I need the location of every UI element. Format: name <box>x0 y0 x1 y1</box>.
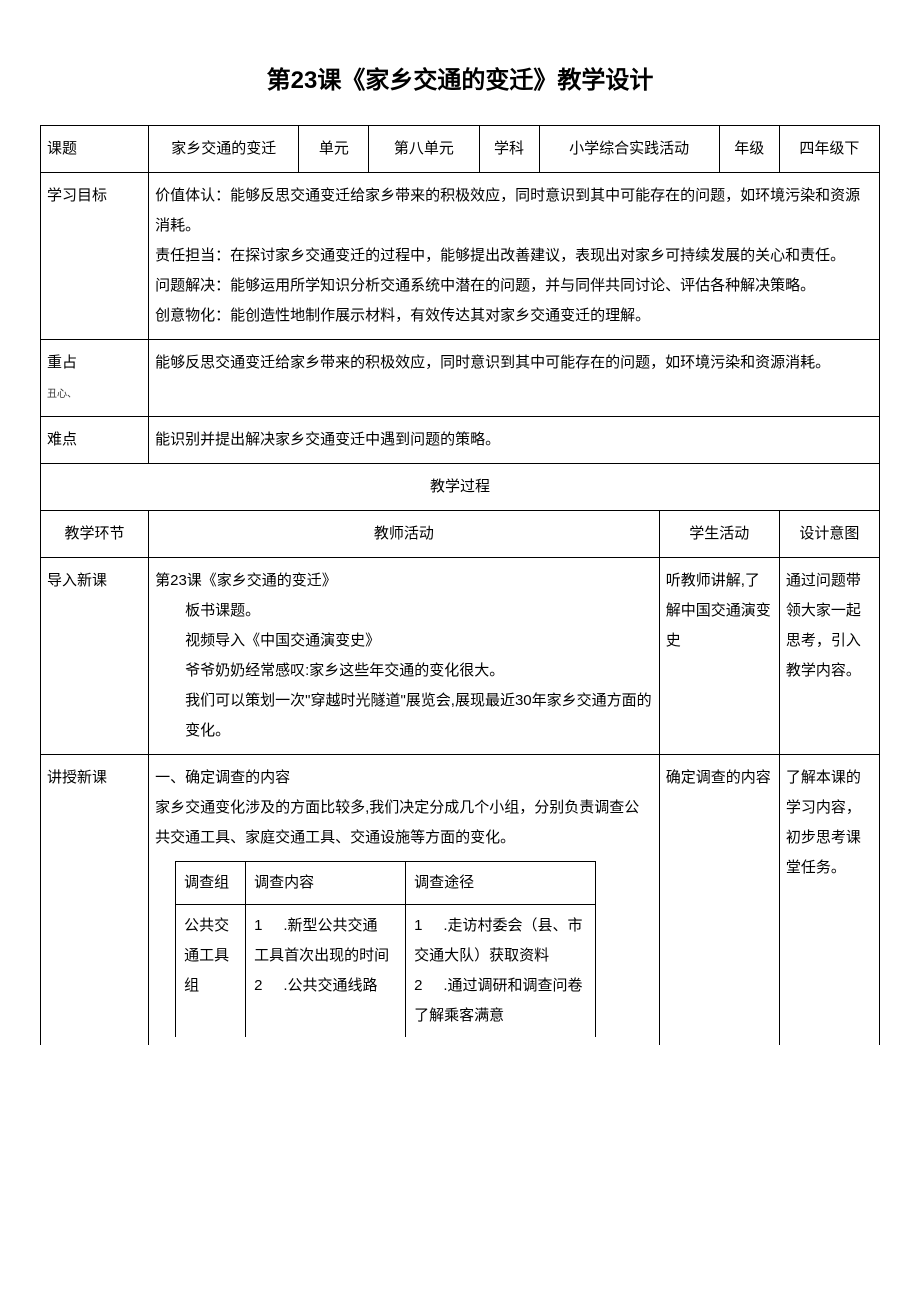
inner-r1c2a: 1 <box>254 917 262 934</box>
lesson-plan-table: 课题 家乡交通的变迁 单元 第八单元 学科 小学综合实践活动 年级 四年级下 学… <box>40 125 880 1045</box>
goals-label: 学习目标 <box>41 173 149 340</box>
intro-teacher: 第23课《家乡交通的变迁》 板书课题。 视频导入《中国交通演变史》 爷爷奶奶经常… <box>149 558 660 755</box>
goals-row: 学习目标 价值体认：能够反思交通变迁给家乡带来的积极效应，同时意识到其中可能存在… <box>41 173 880 340</box>
goal-line-3: 问题解决：能够运用所学知识分析交通系统中潜在的问题，并与同伴共同讨论、评估各种解… <box>155 271 873 301</box>
col-intent: 设计意图 <box>779 511 879 558</box>
process-cols-row: 教学环节 教师活动 学生活动 设计意图 <box>41 511 880 558</box>
lecture-intent: 了解本课的学习内容，初步思考课堂任务。 <box>779 755 879 1046</box>
difficulty-label: 难点 <box>41 417 149 464</box>
process-header: 教学过程 <box>41 464 880 511</box>
intro-t1: 第23课《家乡交通的变迁》 <box>155 566 653 596</box>
unit-label: 单元 <box>299 126 369 173</box>
inner-header-row: 调查组 调查内容 调查途径 <box>176 862 596 905</box>
inner-r1c2e: .公共交通线路 <box>283 977 377 994</box>
inner-r1c2c: 工具首次出现的时间 <box>254 947 389 964</box>
intro-t3: 视频导入《中国交通演变史》 <box>155 626 653 656</box>
subject-value: 小学综合实践活动 <box>539 126 719 173</box>
goal-line-2: 责任担当：在探讨家乡交通变迁的过程中，能够提出改善建议，表现出对家乡可持续发展的… <box>155 241 873 271</box>
inner-r1c3b: .走访村委会（县、市交通大队）获取资料 <box>414 917 582 964</box>
intro-t5: 我们可以策划一次"穿越时光隧道"展览会,展现最近30年家乡交通方面的变化。 <box>155 686 653 746</box>
lecture-phase: 讲授新课 <box>41 755 149 1046</box>
inner-h3: 调查途径 <box>406 862 596 905</box>
col-phase: 教学环节 <box>41 511 149 558</box>
intro-intent: 通过问题带领大家一起思考，引入教学内容。 <box>779 558 879 755</box>
grade-label: 年级 <box>719 126 779 173</box>
lecture-teacher: 一、确定调查的内容 家乡交通变化涉及的方面比较多,我们决定分成几个小组，分别负责… <box>149 755 660 1046</box>
intro-row: 导入新课 第23课《家乡交通的变迁》 板书课题。 视频导入《中国交通演变史》 爷… <box>41 558 880 755</box>
intro-student: 听教师讲解,了解中国交通演变史 <box>659 558 779 755</box>
subject-label: 学科 <box>479 126 539 173</box>
lecture-t2: 家乡交通变化涉及的方面比较多,我们决定分成几个小组，分别负责调查公共交通工具、家… <box>155 793 653 853</box>
intro-t4: 爷爷奶奶经常感叹:家乡这些年交通的变化很大。 <box>155 656 653 686</box>
lecture-row: 讲授新课 一、确定调查的内容 家乡交通变化涉及的方面比较多,我们决定分成几个小组… <box>41 755 880 1046</box>
topic-label: 课题 <box>41 126 149 173</box>
col-teacher: 教师活动 <box>149 511 660 558</box>
difficulty-text: 能识别并提出解决家乡交通变迁中遇到问题的策略。 <box>149 417 880 464</box>
inner-r1c3d: .通过调研和调查问卷了解乘客满意 <box>414 977 582 1024</box>
inner-r1c1: 公共交通工具组 <box>176 905 246 1038</box>
page-title: 第23课《家乡交通的变迁》教学设计 <box>40 60 880 95</box>
lecture-student: 确定调查的内容 <box>659 755 779 1046</box>
inner-h1: 调查组 <box>176 862 246 905</box>
col-student: 学生活动 <box>659 511 779 558</box>
goal-line-4: 创意物化：能创造性地制作展示材料，有效传达其对家乡交通变迁的理解。 <box>155 301 873 331</box>
header-row: 课题 家乡交通的变迁 单元 第八单元 学科 小学综合实践活动 年级 四年级下 <box>41 126 880 173</box>
difficulty-row: 难点 能识别并提出解决家乡交通变迁中遇到问题的策略。 <box>41 417 880 464</box>
keypoint-label: 重占 丑心、 <box>41 340 149 417</box>
topic-value: 家乡交通的变迁 <box>149 126 299 173</box>
keypoint-label-note: 丑心、 <box>47 389 77 400</box>
inner-r1c2b: .新型公共交通 <box>283 917 377 934</box>
inner-row-1: 公共交通工具组 1 .新型公共交通 工具首次出现的时间 2 .公共交通线路 1 … <box>176 905 596 1038</box>
inner-r1c2d: 2 <box>254 977 262 994</box>
lecture-t1: 一、确定调查的内容 <box>155 763 653 793</box>
intro-phase: 导入新课 <box>41 558 149 755</box>
inner-r1c2: 1 .新型公共交通 工具首次出现的时间 2 .公共交通线路 <box>246 905 406 1038</box>
grade-value: 四年级下 <box>779 126 879 173</box>
inner-r1c3a: 1 <box>414 917 422 934</box>
keypoint-text: 能够反思交通变迁给家乡带来的积极效应，同时意识到其中可能存在的问题，如环境污染和… <box>149 340 880 417</box>
keypoint-row: 重占 丑心、 能够反思交通变迁给家乡带来的积极效应，同时意识到其中可能存在的问题… <box>41 340 880 417</box>
inner-h2: 调查内容 <box>246 862 406 905</box>
goal-line-1: 价值体认：能够反思交通变迁给家乡带来的积极效应，同时意识到其中可能存在的问题，如… <box>155 181 873 241</box>
process-header-row: 教学过程 <box>41 464 880 511</box>
goals-text: 价值体认：能够反思交通变迁给家乡带来的积极效应，同时意识到其中可能存在的问题，如… <box>149 173 880 340</box>
survey-inner-table: 调查组 调查内容 调查途径 公共交通工具组 1 .新型公共交通 工具首次出现的时… <box>175 861 596 1037</box>
inner-r1c3c: 2 <box>414 977 422 994</box>
inner-r1c3: 1 .走访村委会（县、市交通大队）获取资料 2 .通过调研和调查问卷了解乘客满意 <box>406 905 596 1038</box>
keypoint-label-main: 重占 <box>47 354 77 371</box>
unit-value: 第八单元 <box>369 126 479 173</box>
intro-t2: 板书课题。 <box>155 596 653 626</box>
